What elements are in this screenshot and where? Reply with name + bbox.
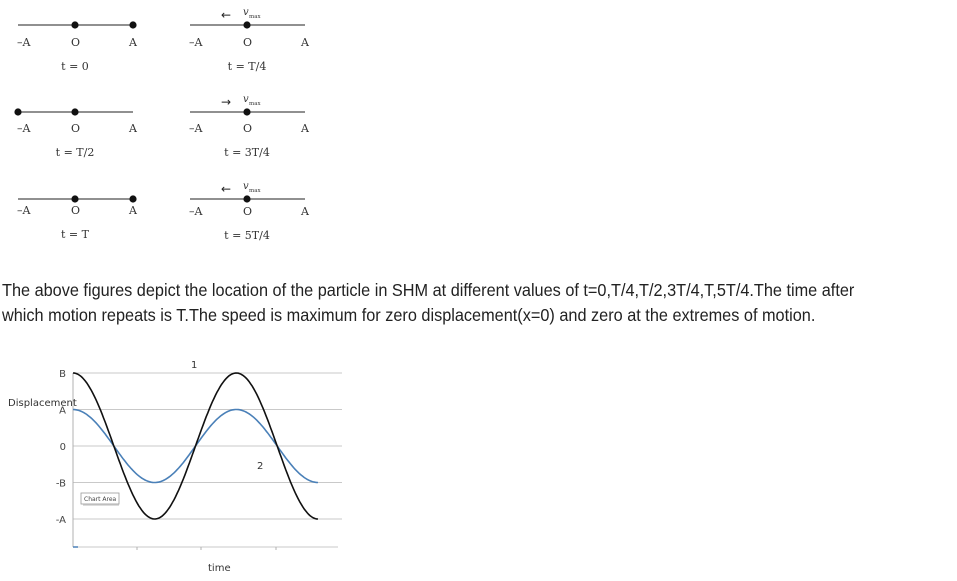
particle-dot bbox=[129, 195, 137, 203]
velocity-arrow-icon: → bbox=[221, 95, 231, 109]
mean-position-dot bbox=[71, 195, 79, 203]
negative-extreme-label: –A bbox=[189, 205, 204, 218]
mean-position-label: O bbox=[243, 205, 252, 218]
mean-position-dot bbox=[71, 108, 79, 116]
time-label: t = T/2 bbox=[56, 146, 95, 159]
positive-extreme-label: A bbox=[128, 122, 138, 135]
chart-area-tooltip-text: Chart Area bbox=[84, 496, 117, 503]
particle-dot bbox=[14, 108, 22, 116]
y-axis-title: Displacement bbox=[8, 398, 77, 409]
shm-panel: –A O At = T/2 bbox=[14, 108, 138, 159]
displacement-time-chart: B A 0 -B -A 1 2 Displacement time Chart Area bbox=[8, 360, 342, 574]
positive-extreme-label: A bbox=[300, 205, 310, 218]
mean-position-label: O bbox=[71, 36, 80, 49]
shm-panel: –A O At = T bbox=[17, 195, 138, 241]
description-line-1: The above figures depict the location of… bbox=[2, 280, 855, 300]
shm-diagram: –A O At = 0–A O At = T/4← v max–A O At = T/2–A O A… bbox=[14, 7, 310, 242]
x-axis-title: time bbox=[208, 563, 231, 574]
negative-extreme-label: –A bbox=[189, 36, 204, 49]
positive-extreme-label: A bbox=[300, 36, 310, 49]
particle-dot bbox=[243, 195, 251, 203]
velocity-subscript: max bbox=[249, 14, 261, 20]
description-line-2: which motion repeats is T.The speed is m… bbox=[2, 305, 816, 325]
positive-extreme-label: A bbox=[300, 122, 310, 135]
shm-panel: –A O At = 3T/4 → v max bbox=[189, 94, 310, 159]
y-tick-label: 0 bbox=[60, 442, 66, 453]
y-tick-label: -B bbox=[56, 479, 66, 490]
mean-position-label: O bbox=[71, 122, 80, 135]
particle-dot bbox=[243, 21, 251, 29]
velocity-arrow-icon: ← bbox=[221, 8, 231, 22]
mean-position-label: O bbox=[243, 122, 252, 135]
particle-dot bbox=[129, 21, 137, 29]
velocity-subscript: max bbox=[249, 101, 261, 107]
shm-panel: –A O At = T/4 ← v max bbox=[189, 7, 310, 73]
series-1-line bbox=[72, 372, 319, 520]
time-label: t = T bbox=[61, 228, 90, 241]
positive-extreme-label: A bbox=[128, 36, 138, 49]
time-label: t = T/4 bbox=[228, 60, 267, 73]
time-label: t = 0 bbox=[61, 60, 89, 73]
y-tick-label: -A bbox=[56, 515, 66, 526]
shm-panel: –A O At = 5T/4 ← v max bbox=[189, 181, 310, 242]
velocity-label: v bbox=[243, 7, 249, 18]
mean-position-label: O bbox=[243, 36, 252, 49]
negative-extreme-label: –A bbox=[17, 122, 32, 135]
series-1-label: 1 bbox=[191, 360, 197, 371]
particle-dot bbox=[243, 108, 251, 116]
shm-panel: –A O At = 0 bbox=[17, 21, 138, 73]
mean-position-dot bbox=[71, 21, 79, 29]
y-tick-label: A bbox=[59, 406, 66, 417]
time-label: t = 5T/4 bbox=[224, 229, 270, 242]
negative-extreme-label: –A bbox=[17, 204, 32, 217]
velocity-label: v bbox=[243, 181, 249, 192]
series-2-label: 2 bbox=[257, 461, 263, 472]
mean-position-label: O bbox=[71, 204, 80, 217]
negative-extreme-label: –A bbox=[189, 122, 204, 135]
y-tick-label: B bbox=[59, 369, 66, 380]
chart-area-tooltip: Chart Area bbox=[80, 492, 120, 506]
time-label: t = 3T/4 bbox=[224, 146, 270, 159]
negative-extreme-label: –A bbox=[17, 36, 32, 49]
velocity-arrow-icon: ← bbox=[221, 182, 231, 196]
positive-extreme-label: A bbox=[128, 204, 138, 217]
description-paragraph: The above figures depict the location of… bbox=[2, 278, 887, 328]
velocity-label: v bbox=[243, 94, 249, 105]
velocity-subscript: max bbox=[249, 188, 261, 194]
